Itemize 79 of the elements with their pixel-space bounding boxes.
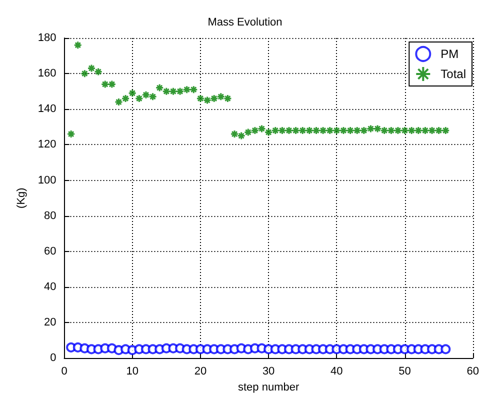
point — [352, 126, 362, 135]
point — [189, 85, 198, 94]
y-tick-label: 0 — [50, 352, 56, 364]
point — [284, 126, 294, 135]
point — [312, 126, 320, 135]
point — [278, 126, 286, 135]
y-tick-label: 80 — [44, 210, 56, 222]
x-tick-label: 40 — [330, 366, 343, 378]
legend-label: Total — [440, 67, 466, 81]
point — [305, 126, 314, 135]
point — [318, 126, 328, 135]
point — [162, 87, 171, 96]
point — [420, 126, 430, 135]
chart-title: Mass Evolution — [208, 16, 282, 28]
point — [360, 126, 368, 135]
y-tick-label: 20 — [44, 316, 56, 329]
point — [346, 126, 355, 135]
legend-label: PM — [440, 47, 459, 61]
y-tick-label: 120 — [38, 138, 56, 151]
point — [400, 126, 410, 135]
point — [407, 126, 416, 135]
x-tick-label: 10 — [126, 366, 138, 378]
point — [74, 40, 82, 50]
point — [108, 80, 116, 88]
point — [100, 80, 110, 88]
y-tick-label: 180 — [38, 32, 56, 44]
x-tick-label: 0 — [61, 366, 68, 378]
point — [414, 126, 423, 135]
point — [440, 344, 451, 354]
y-tick-label: 160 — [38, 68, 56, 80]
point — [271, 126, 280, 135]
point — [326, 126, 334, 135]
point — [142, 90, 150, 100]
point — [264, 128, 273, 136]
point — [441, 126, 450, 135]
point — [87, 64, 96, 72]
point — [339, 126, 348, 135]
point — [237, 132, 246, 140]
point — [216, 92, 226, 101]
point — [292, 126, 300, 135]
point — [196, 94, 205, 103]
y-axis-title: (Kg) — [16, 188, 28, 208]
point — [134, 94, 144, 103]
point — [114, 98, 123, 106]
point — [373, 124, 382, 133]
point — [176, 87, 184, 96]
point — [80, 69, 89, 78]
point — [94, 68, 103, 76]
point — [210, 94, 218, 103]
y-tick-label: 60 — [44, 245, 56, 258]
x-tick-label: 20 — [194, 366, 207, 378]
y-tick-label: 140 — [38, 103, 56, 116]
point — [332, 126, 341, 135]
point — [386, 126, 396, 135]
x-tick-label: 30 — [262, 366, 275, 378]
point — [203, 96, 212, 104]
point — [244, 128, 252, 136]
point — [128, 88, 137, 98]
x-tick-label: 50 — [398, 366, 411, 378]
point — [121, 94, 130, 103]
point — [298, 126, 307, 135]
point — [155, 84, 164, 92]
point — [168, 87, 178, 96]
point — [148, 92, 158, 101]
y-tick-label: 100 — [38, 174, 56, 186]
point — [258, 124, 266, 133]
point — [182, 85, 192, 94]
point — [394, 126, 402, 135]
point — [66, 130, 76, 138]
point — [366, 124, 375, 133]
x-axis-title: step number — [238, 382, 300, 394]
point — [434, 126, 444, 135]
y-tick-label: 40 — [44, 280, 56, 293]
point — [380, 126, 389, 135]
point — [428, 126, 436, 135]
point — [223, 94, 232, 103]
point — [230, 130, 239, 138]
x-tick-label: 60 — [466, 366, 480, 378]
point — [250, 126, 260, 135]
